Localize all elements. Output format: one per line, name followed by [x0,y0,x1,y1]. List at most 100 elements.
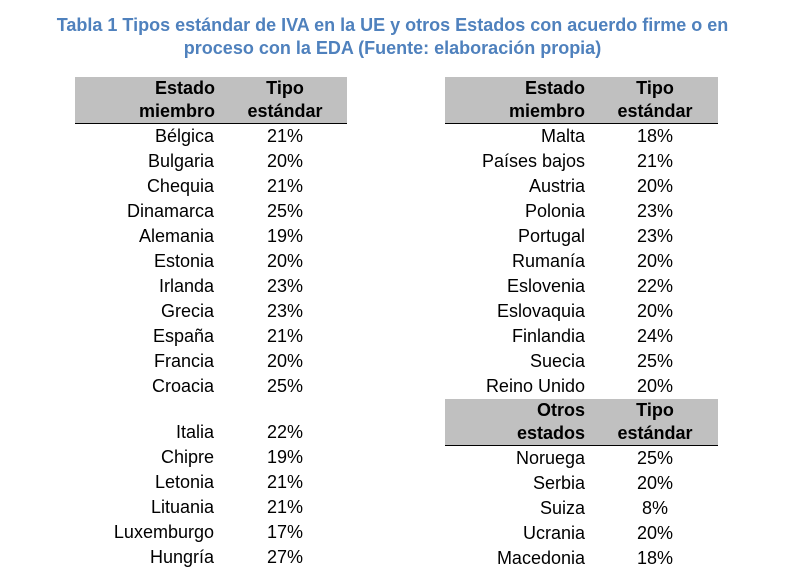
table-row: Polonia 23% [445,199,718,224]
row-gap [75,399,347,420]
country-name: Polonia [524,201,585,221]
country-name: Chequia [146,176,214,196]
header-tipo-estandar: Tipo estándar [247,78,323,121]
country-name: Letonia [154,472,214,492]
country-name: Luxemburgo [113,522,214,542]
table-row: Letonia 21% [75,470,347,495]
vat-rate: 19% [266,226,304,246]
table-row: Portugal 23% [445,224,718,249]
country-name: Finlandia [511,326,585,346]
vat-rate: 20% [636,251,674,271]
vat-rate: 23% [636,226,674,246]
country-name: Países bajos [481,151,585,171]
left-rows-group-b: Italia 22% Chipre 19% Letonia 21% Lituania 21% L… [75,420,347,570]
vat-rate: 21% [266,472,304,492]
vat-rate: 20% [636,376,674,396]
country-name: Reino Unido [485,376,585,396]
country-name: Eslovaquia [496,301,585,321]
country-name: Malta [540,126,585,146]
caption-line-2: proceso con la EDA (Fuente: elaboración … [183,38,602,58]
table-row: Dinamarca 25% [75,199,347,224]
header-tipo-estandar: Tipo estándar [617,400,693,443]
left-table-header: Estado miembro Tipo estándar [75,77,347,124]
country-name: Macedonia [496,548,585,568]
vat-rate: 24% [636,326,674,346]
table-row: Irlanda 23% [75,274,347,299]
country-name: Suiza [539,498,585,518]
country-name: Chipre [160,447,214,467]
vat-rate: 18% [636,126,674,146]
table-row: Chipre 19% [75,445,347,470]
table-row: España 21% [75,324,347,349]
other-states-header: Otros estados Tipo estándar [445,399,718,446]
table-row: Luxemburgo 17% [75,520,347,545]
table-row: Noruega 25% [445,446,718,471]
table-row: Países bajos 21% [445,149,718,174]
header-tipo-estandar: Tipo estándar [617,78,693,121]
left-vat-table: Estado miembro Tipo estándar Bélgica 21% B… [75,77,347,570]
vat-rate: 25% [636,351,674,371]
vat-rate: 21% [636,151,674,171]
country-name: Irlanda [158,276,214,296]
table-row: Alemania 19% [75,224,347,249]
table-row: Serbia 20% [445,471,718,496]
caption-line-1: Tabla 1 Tipos estándar de IVA en la UE y… [56,15,729,35]
right-vat-table: Estado miembro Tipo estándar Malta 18% Paí… [445,77,718,571]
table-row: Lituania 21% [75,495,347,520]
vat-rate: 22% [266,422,304,442]
right-rows-group: Malta 18% Países bajos 21% Austria 20% Polonia… [445,124,718,399]
table-row: Rumanía 20% [445,249,718,274]
table-row: Suecia 25% [445,349,718,374]
vat-rate: 20% [266,251,304,271]
table-row: Francia 20% [75,349,347,374]
vat-rate: 19% [266,447,304,467]
vat-rate: 20% [266,151,304,171]
country-name: Croacia [151,376,214,396]
vat-rate: 22% [636,276,674,296]
table-row: Bulgaria 20% [75,149,347,174]
country-name: Austria [528,176,585,196]
country-name: Francia [153,351,214,371]
vat-rate: 20% [266,351,304,371]
country-name: Portugal [517,226,585,246]
country-name: Eslovenia [506,276,585,296]
table-row: Ucrania 20% [445,521,718,546]
country-name: Rumanía [511,251,585,271]
vat-rate: 21% [266,126,304,146]
table-row: Grecia 23% [75,299,347,324]
table-row: Reino Unido 20% [445,374,718,399]
country-name: España [152,326,214,346]
vat-rate: 21% [266,497,304,517]
table-row: Eslovenia 22% [445,274,718,299]
vat-rate: 20% [636,176,674,196]
left-rows-group-a: Bélgica 21% Bulgaria 20% Chequia 21% Dinamarca… [75,124,347,399]
vat-rate: 23% [266,276,304,296]
vat-rate: 27% [266,547,304,567]
country-name: Hungría [149,547,214,567]
vat-rate: 25% [266,201,304,221]
country-name: Ucrania [522,523,585,543]
table-row: Chequia 21% [75,174,347,199]
vat-rate: 23% [266,301,304,321]
table-row: Finlandia 24% [445,324,718,349]
country-name: Noruega [515,448,585,468]
table-row: Italia 22% [75,420,347,445]
vat-rate: 25% [266,376,304,396]
country-name: Bulgaria [147,151,214,171]
table-row: Bélgica 21% [75,124,347,149]
vat-rate: 20% [636,301,674,321]
table-row: Macedonia 18% [445,546,718,571]
table-row: Austria 20% [445,174,718,199]
country-name: Grecia [160,301,214,321]
other-rows-group: Noruega 25% Serbia 20% Suiza 8% Ucrania 20% Mace… [445,446,718,571]
country-name: Dinamarca [126,201,214,221]
country-name: Italia [175,422,214,442]
header-estado-miembro: Estado miembro [508,78,585,121]
vat-rate: 8% [641,498,668,518]
header-estado-miembro: Estado miembro [138,78,215,121]
table-row: Hungría 27% [75,545,347,570]
vat-rate: 20% [636,523,674,543]
table-row: Estonia 20% [75,249,347,274]
table-row: Malta 18% [445,124,718,149]
table-caption: Tabla 1 Tipos estándar de IVA en la UE y… [0,14,785,60]
